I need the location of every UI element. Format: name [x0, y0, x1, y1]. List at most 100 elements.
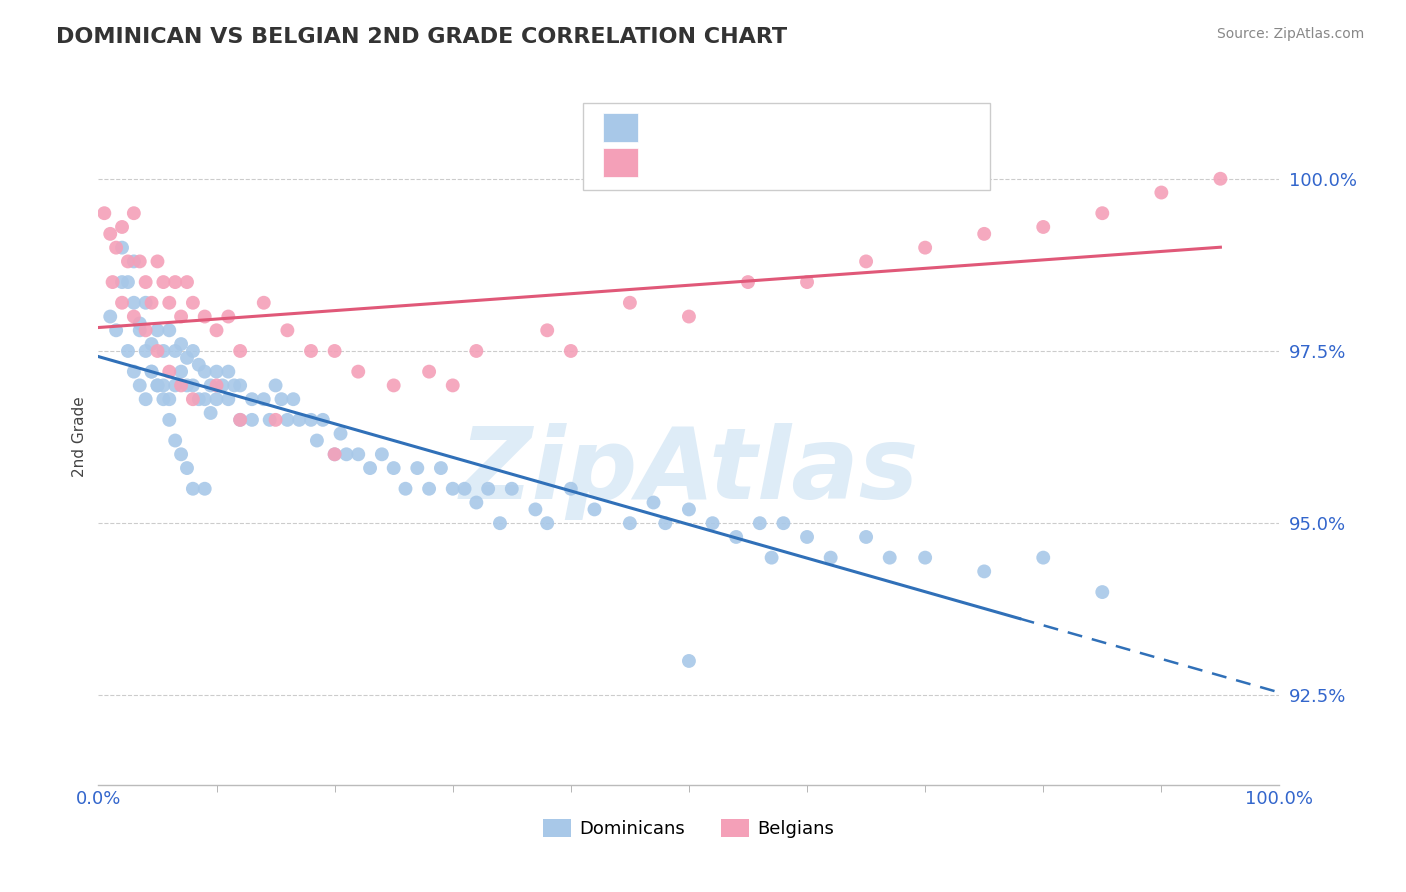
Text: Source: ZipAtlas.com: Source: ZipAtlas.com [1216, 27, 1364, 41]
Point [240, 392, 263, 407]
Point [1150, 186, 1173, 200]
Point [170, 378, 193, 392]
Point [135, 295, 157, 310]
Point [217, 310, 239, 324]
Point [141, 337, 163, 351]
Point [181, 392, 204, 407]
Point [165, 275, 187, 289]
Point [98, 227, 121, 241]
Point [194, 392, 217, 407]
Point [253, 392, 276, 407]
Point [253, 295, 276, 310]
Point [165, 378, 187, 392]
Point [1091, 585, 1114, 599]
Point [560, 343, 582, 358]
Point [117, 343, 139, 358]
Point [170, 310, 193, 324]
Point [224, 378, 246, 392]
Point [702, 516, 724, 531]
Point [181, 343, 204, 358]
Point [305, 434, 328, 448]
Text: DOMINICAN VS BELGIAN 2ND GRADE CORRELATION CHART: DOMINICAN VS BELGIAN 2ND GRADE CORRELATI… [56, 27, 787, 46]
Point [276, 323, 298, 337]
Point [678, 310, 700, 324]
Point [678, 654, 700, 668]
Point [135, 392, 157, 407]
Point [973, 227, 995, 241]
Point [93, 206, 115, 220]
Point [772, 516, 794, 531]
Point [371, 447, 394, 461]
Point [229, 413, 252, 427]
Point [1032, 219, 1054, 234]
Point [146, 254, 169, 268]
Point [914, 550, 936, 565]
Point [165, 434, 187, 448]
Point [323, 447, 346, 461]
Point [748, 516, 770, 531]
Point [973, 565, 995, 579]
Point [583, 502, 606, 516]
Point [270, 392, 292, 407]
Point [141, 365, 163, 379]
Point [1209, 171, 1232, 186]
Point [157, 413, 180, 427]
Point [176, 461, 198, 475]
Point [170, 337, 193, 351]
Point [205, 365, 228, 379]
Point [347, 447, 370, 461]
Point [914, 241, 936, 255]
Point [312, 413, 335, 427]
Point [323, 343, 346, 358]
Point [146, 378, 169, 392]
Point [176, 378, 198, 392]
Point [141, 365, 163, 379]
Point [122, 310, 145, 324]
Point [678, 502, 700, 516]
Point [211, 378, 233, 392]
Point [264, 413, 287, 427]
Point [152, 343, 174, 358]
Point [122, 254, 145, 268]
Point [477, 482, 499, 496]
Point [276, 413, 298, 427]
Point [170, 365, 193, 379]
Point [217, 365, 239, 379]
Point [157, 392, 180, 407]
Point [654, 516, 676, 531]
Point [187, 358, 209, 372]
Point [181, 482, 204, 496]
Point [111, 275, 134, 289]
Point [157, 295, 180, 310]
Point [217, 392, 239, 407]
Point [117, 254, 139, 268]
Point [200, 406, 222, 420]
Point [122, 365, 145, 379]
Point [619, 516, 641, 531]
Point [205, 323, 228, 337]
Point [418, 365, 440, 379]
Point [128, 317, 150, 331]
Point [157, 323, 180, 337]
Point [1091, 206, 1114, 220]
Point [536, 516, 558, 531]
Text: R = -0.263: R = -0.263 [657, 119, 766, 136]
Text: N = 105: N = 105 [807, 119, 883, 136]
Point [128, 378, 150, 392]
Point [441, 378, 464, 392]
Bar [603, 113, 638, 142]
Point [176, 275, 198, 289]
Point [117, 275, 139, 289]
Text: ZipAtlas: ZipAtlas [460, 424, 918, 520]
Point [879, 550, 901, 565]
Text: N =  54: N = 54 [807, 153, 883, 171]
Point [359, 461, 381, 475]
Point [165, 343, 187, 358]
Point [465, 495, 488, 509]
Point [761, 550, 783, 565]
Point [259, 413, 281, 427]
Point [122, 295, 145, 310]
Point [135, 343, 157, 358]
Point [240, 413, 263, 427]
Point [725, 530, 748, 544]
